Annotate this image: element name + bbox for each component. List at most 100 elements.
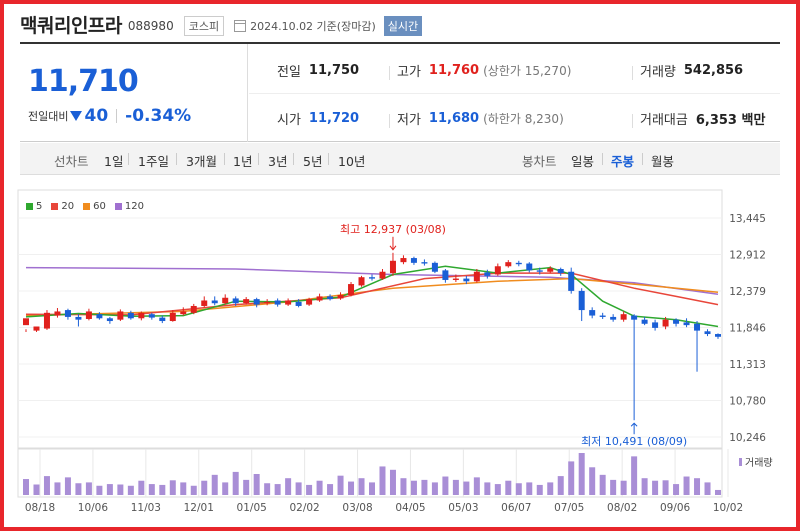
volume-bar — [348, 481, 355, 495]
tab-period-3m[interactable]: 3개월 — [186, 154, 217, 169]
tab-monthly[interactable]: 월봉 — [651, 154, 675, 169]
price-box: 11,710 전일대비 40 -0.34% — [20, 44, 248, 142]
candle-body — [505, 262, 512, 267]
x-tick-label: 01/05 — [237, 502, 267, 514]
tab-period-10y[interactable]: 10년 — [338, 154, 366, 169]
candle-body — [494, 266, 501, 275]
volume-bar — [117, 484, 124, 495]
candle-body — [473, 271, 480, 282]
tab-period-3y[interactable]: 3년 — [268, 154, 288, 169]
tab-divider — [293, 153, 294, 165]
high-value: 11,760 — [428, 62, 480, 78]
candle-body — [169, 312, 176, 322]
chart-frame — [17, 189, 723, 449]
y-tick-label: 12,912 — [729, 249, 766, 261]
legend-label: 20 — [61, 201, 75, 212]
trade-value: 거래대금 6,353 백만 — [640, 108, 765, 128]
legend-ma5: 5 — [26, 201, 42, 212]
legend-ma120: 120 — [114, 201, 144, 212]
candle-body — [264, 301, 271, 304]
low-label: 저가 — [397, 112, 421, 128]
candle-body — [442, 270, 449, 280]
x-tick-label: 11/03 — [131, 502, 161, 514]
candle-body — [23, 318, 29, 326]
quote-panel: 11,710 전일대비 40 -0.34% 전일 11,750 고가 11,76… — [20, 44, 780, 142]
volume-bar — [620, 480, 627, 495]
volume-frame — [17, 448, 723, 498]
volume-bar — [473, 477, 480, 495]
tab-daily[interactable]: 일봉 — [571, 154, 595, 169]
volume-bar — [536, 484, 543, 495]
line-ma60 — [25, 277, 719, 317]
candle-body — [610, 316, 617, 320]
volume-bar — [96, 485, 103, 495]
y-tick-label: 10,780 — [729, 395, 766, 407]
tab-period-1y[interactable]: 1년 — [233, 154, 253, 169]
candle-body — [652, 322, 659, 328]
volume-bar — [274, 484, 281, 495]
realtime-button[interactable]: 실시간 — [383, 15, 423, 36]
volume-bar — [578, 453, 585, 495]
candle-chart-label: 봉차트 — [522, 154, 557, 169]
volume-bar — [75, 483, 82, 495]
candle-body — [589, 310, 596, 316]
high-label: 고가 — [397, 64, 421, 80]
tab-divider — [642, 153, 643, 165]
volume: 거래량 542,856 — [640, 60, 743, 80]
candle-body — [568, 271, 575, 291]
volume-bar — [316, 480, 323, 495]
change-amount: 40 — [84, 106, 109, 126]
trade-value-amount: 6,353 백만 — [695, 112, 766, 128]
volume-label: 거래량 — [640, 64, 676, 80]
candle-body — [201, 300, 208, 306]
candle-body — [557, 269, 564, 274]
volume-bar — [389, 469, 396, 495]
tab-period-1w[interactable]: 1주일 — [138, 154, 169, 169]
volume-bar — [306, 484, 313, 495]
x-tick-label: 08/18 — [25, 502, 55, 514]
candle-body — [389, 260, 396, 274]
volume-bar — [106, 484, 113, 495]
volume-bar — [43, 476, 50, 495]
candle-body — [410, 258, 417, 263]
tab-period-5y[interactable]: 5년 — [303, 154, 323, 169]
current-price: 11,710 — [28, 64, 139, 99]
line-ma5 — [25, 265, 719, 328]
volume-bar — [159, 484, 166, 495]
volume-bar — [683, 476, 690, 495]
chart-tabs: 선차트 1일 1주일 3개월 1년 3년 5년 10년 봉차트 일봉 주봉 월봉 — [20, 143, 780, 175]
volume-bar — [547, 482, 554, 495]
volume-bar — [610, 479, 617, 495]
volume-bar — [631, 456, 638, 495]
x-tick-label: 05/03 — [448, 502, 478, 514]
volume-bar — [568, 461, 575, 495]
change-separator — [116, 109, 118, 123]
low-value: 11,680 — [428, 110, 480, 126]
candle-body — [547, 268, 554, 272]
volume-bar — [222, 482, 229, 495]
volume-bar — [526, 482, 533, 495]
tab-period-1d[interactable]: 1일 — [104, 154, 124, 169]
y-tick-label: 13,445 — [729, 213, 766, 225]
candle-body — [274, 300, 281, 305]
candle-body — [694, 323, 701, 331]
low-price: 저가 11,680 (하한가 8,230) — [397, 108, 564, 128]
legend-swatch — [114, 203, 122, 210]
x-tick-label: 10/02 — [713, 502, 743, 514]
low-annotation: 최저 10,491 (08/09) — [581, 435, 687, 448]
quote-date: 2024.10.02 기준(장마감) — [250, 19, 376, 33]
y-tick-label: 10,246 — [729, 432, 766, 444]
volume-bar — [169, 480, 176, 495]
volume-bar — [358, 478, 365, 495]
candle-body — [327, 296, 334, 300]
quote-row-divider — [249, 93, 780, 94]
volume-bar — [400, 478, 407, 495]
tab-weekly[interactable]: 주봉 — [611, 154, 635, 169]
candle-body — [379, 271, 386, 279]
candle-body — [75, 316, 82, 320]
lower-limit: (하한가 8,230) — [483, 111, 564, 126]
candle-body — [421, 262, 428, 264]
quote-divider — [389, 114, 390, 128]
